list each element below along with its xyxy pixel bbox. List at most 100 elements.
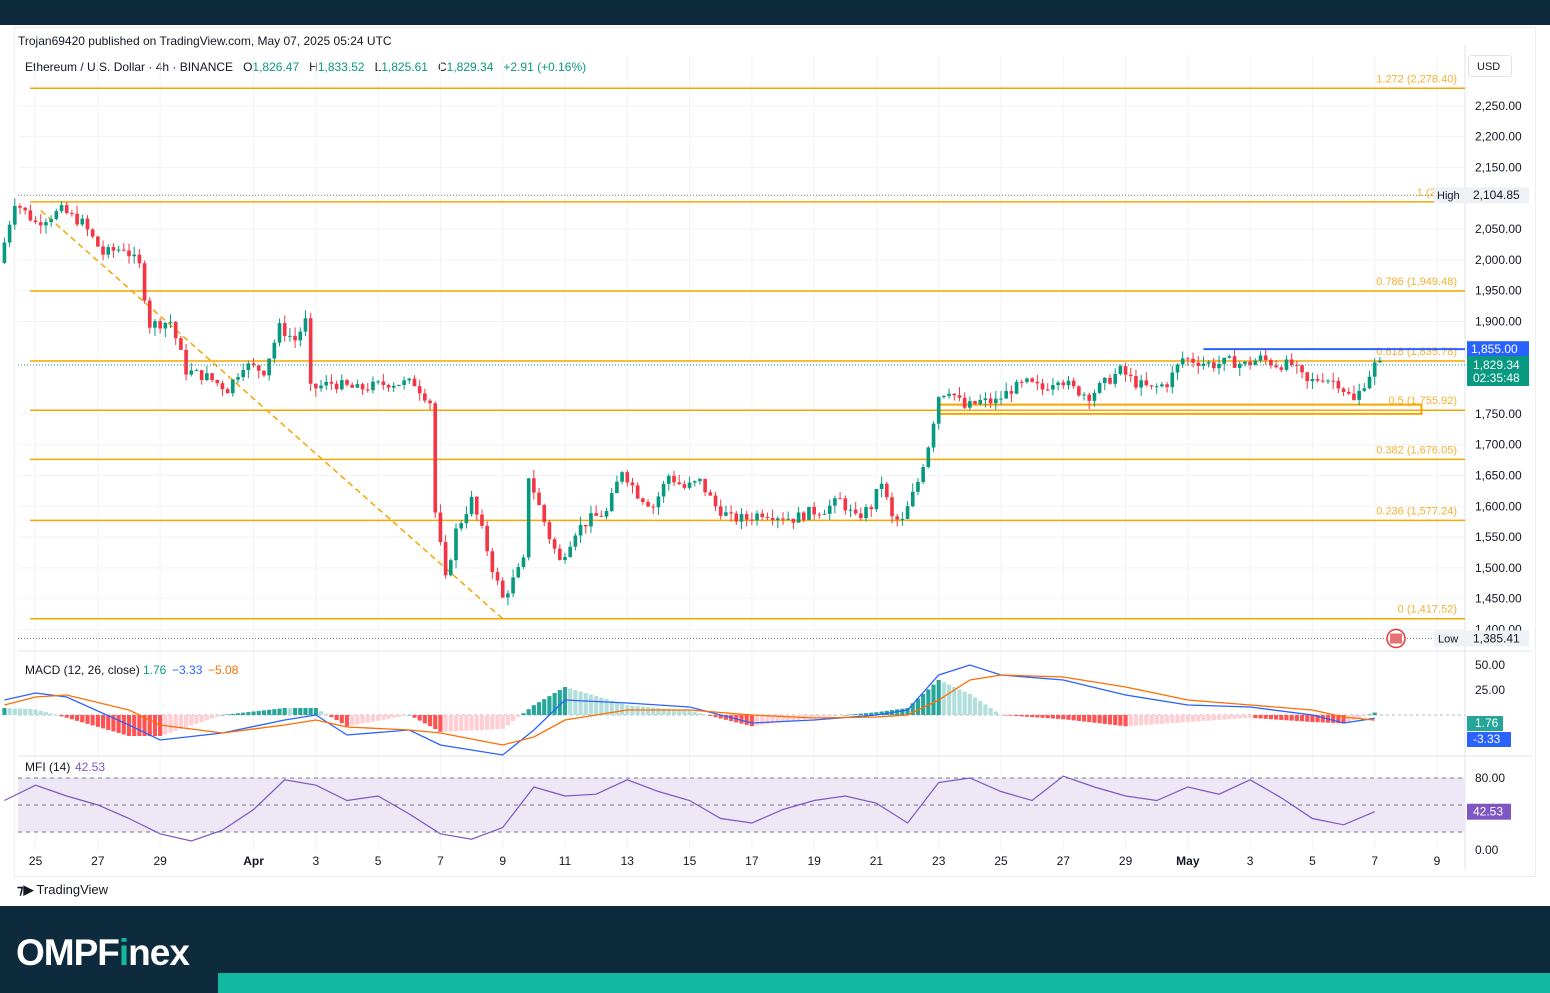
candle-body <box>641 498 645 503</box>
candle-body <box>1300 365 1304 373</box>
candle-body <box>412 378 417 387</box>
macd-histogram-bar <box>28 709 33 715</box>
macd-histogram-bar <box>505 715 510 726</box>
candle-body <box>1030 378 1034 382</box>
candle-body <box>417 386 422 394</box>
candle-body <box>1269 359 1273 366</box>
macd-histogram-bar <box>661 708 666 715</box>
macd-histogram-bar <box>1185 715 1190 722</box>
candle-body <box>179 338 183 350</box>
candle-body <box>80 218 85 225</box>
macd-histogram-bar <box>500 715 505 729</box>
candle-body <box>1227 356 1232 358</box>
candle-body <box>786 518 791 520</box>
candle-body <box>770 518 775 521</box>
candle-body <box>1170 372 1175 388</box>
candle-body <box>23 207 28 211</box>
candle-body <box>1025 378 1029 382</box>
macd-histogram-bar <box>230 713 235 715</box>
macd-histogram-bar <box>121 715 126 735</box>
macd-histogram-bar <box>1299 715 1305 722</box>
candle-body <box>314 383 318 389</box>
macd-histogram-bar <box>1253 715 1258 719</box>
y-tick-label: 2,050.00 <box>1475 222 1522 236</box>
candle-body <box>407 378 412 381</box>
macd-histogram-bar <box>1113 715 1118 726</box>
candle-body <box>978 400 983 404</box>
chart-panel <box>14 27 1536 877</box>
macd-tag-hist <box>1467 716 1503 731</box>
y-tick-label: 1,750.00 <box>1475 407 1522 421</box>
candle-body <box>646 502 650 507</box>
x-tick-label: Apr <box>243 854 264 868</box>
currency-selector[interactable]: USD <box>1468 55 1512 77</box>
macd-histogram-bar <box>640 706 645 715</box>
macd-histogram-bar <box>298 708 303 715</box>
macd-histogram-bar <box>838 715 843 716</box>
candle-body <box>947 393 951 396</box>
macd-histogram-bar <box>1107 715 1113 725</box>
candle-body <box>620 472 624 482</box>
candle-body <box>609 493 614 512</box>
macd-histogram-bar <box>578 691 583 715</box>
candle-body <box>656 496 661 508</box>
candle-body <box>506 593 510 598</box>
macd-histogram-bar <box>251 711 256 715</box>
macd-histogram-bar <box>69 715 74 720</box>
mfi-tag <box>1467 803 1511 820</box>
x-tick-label: 25 <box>29 854 43 868</box>
candle-body <box>365 389 370 391</box>
candle-body <box>583 524 588 527</box>
macd-histogram-bar <box>552 693 557 715</box>
macd-histogram-bar <box>1284 715 1289 721</box>
candle-body <box>1315 379 1320 381</box>
macd-histogram-bar <box>59 715 64 717</box>
y-tick-label: 1,950.00 <box>1475 284 1522 298</box>
symbol-name[interactable]: Ethereum / U.S. Dollar · 4h · BINANCE <box>25 60 234 74</box>
close-label: C <box>437 60 447 74</box>
macd-histogram-bar <box>1019 715 1024 717</box>
candle-body <box>1014 381 1019 394</box>
candle-body <box>241 370 246 378</box>
candle-body <box>708 492 713 496</box>
resistance-price-label: 1,855.00 <box>1471 342 1518 356</box>
macd-histogram-bar <box>921 694 926 715</box>
macd-histogram-bar <box>95 715 100 727</box>
macd-histogram-bar <box>142 715 147 736</box>
macd-tag-macd <box>1467 732 1511 747</box>
candle-body <box>397 384 401 386</box>
macd-histogram-bar <box>111 715 116 732</box>
x-tick-label: 9 <box>499 854 506 868</box>
candle-body <box>547 522 552 540</box>
macd-histogram-bar <box>1050 715 1055 719</box>
candle-body <box>132 254 137 257</box>
macd-histogram-bar <box>282 708 287 715</box>
candle-body <box>85 218 90 230</box>
candle-body <box>895 516 900 520</box>
macd-histogram-bar <box>703 714 708 716</box>
candle-body <box>121 249 126 251</box>
candle-body <box>251 363 256 366</box>
logo-part-dot: i <box>118 932 129 973</box>
y-tick-label: 2,250.00 <box>1475 99 1522 113</box>
macd-histogram-bar <box>952 687 957 715</box>
candle-body <box>1019 381 1024 383</box>
macd-histogram-bar <box>1061 715 1066 720</box>
macd-histogram-bar <box>1216 715 1222 720</box>
macd-histogram-bar <box>1154 715 1159 725</box>
macd-histogram-bar <box>1066 715 1071 720</box>
candle-body <box>542 505 547 523</box>
candle-body <box>70 213 74 215</box>
fib-label: 0 (1,417.52) <box>1398 604 1457 616</box>
candle-body <box>272 342 277 359</box>
candle-body <box>1139 380 1143 388</box>
x-tick-label: 27 <box>91 854 105 868</box>
macd-histogram-bar <box>1357 715 1362 718</box>
candle-body <box>916 481 920 492</box>
mfi-y-tick: 80.00 <box>1475 771 1505 785</box>
macd-histogram-bar <box>293 708 298 715</box>
candle-body <box>973 401 977 404</box>
candle-body <box>2 242 7 263</box>
macd-histogram-bar <box>1274 715 1279 720</box>
